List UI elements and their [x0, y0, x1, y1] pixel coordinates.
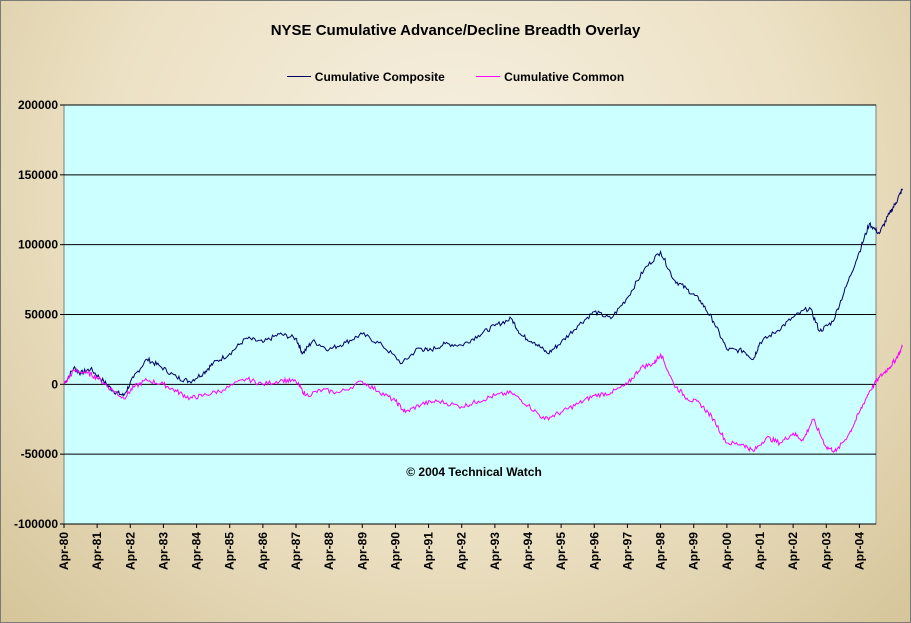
x-tick-label: Apr-01: [753, 532, 767, 570]
x-tick-label: Apr-80: [57, 532, 71, 570]
x-tick-label: Apr-81: [90, 532, 104, 570]
x-tick-label: Apr-86: [256, 532, 270, 570]
copyright-annotation: © 2004 Technical Watch: [406, 465, 542, 479]
x-tick-label: Apr-85: [223, 532, 237, 570]
x-tick-label: Apr-83: [156, 532, 170, 570]
x-tick-label: Apr-90: [388, 532, 402, 570]
x-tick-label: Apr-93: [488, 532, 502, 570]
x-tick-label: Apr-89: [355, 532, 369, 570]
series-group: [63, 188, 903, 453]
x-tick-label: Apr-99: [687, 532, 701, 570]
x-tick-label: Apr-04: [852, 532, 866, 570]
legend-swatch-composite: [286, 76, 311, 77]
y-tick-label: 0: [51, 377, 58, 391]
series-line-composite: [63, 188, 903, 397]
x-tick-label: Apr-92: [455, 532, 469, 570]
y-axis: 200000 150000 100000 50000 0 -50000 -100000: [14, 98, 64, 531]
x-tick-label: Apr-91: [422, 532, 436, 570]
y-tick-label: 100000: [18, 238, 58, 252]
x-tick-label: Apr-95: [554, 532, 568, 570]
x-tick-label: Apr-82: [123, 532, 137, 570]
legend-label-common: Cumulative Common: [504, 69, 625, 84]
x-tick-label: Apr-98: [654, 532, 668, 570]
y-tick-label: 150000: [18, 168, 58, 182]
x-tick-label: Apr-88: [322, 532, 336, 570]
chart-title: NYSE Cumulative Advance/Decline Breadth …: [270, 22, 641, 39]
y-tick-label: -100000: [14, 517, 58, 531]
x-tick-label: Apr-00: [720, 532, 734, 570]
legend-swatch-common: [476, 76, 501, 77]
x-tick-label: Apr-03: [819, 532, 833, 570]
y-tick-label: 50000: [25, 308, 59, 322]
legend-item-common: Cumulative Common: [476, 70, 624, 84]
series-line-common: [63, 344, 903, 453]
x-axis: Apr-80 Apr-81 Apr-82 Apr-83 Apr-84 Apr-85 Apr-…: [57, 524, 866, 570]
grid-lines: [64, 104, 876, 525]
x-tick-label: Apr-97: [620, 532, 634, 570]
y-tick-label: -50000: [21, 447, 59, 461]
y-tick-label: 200000: [18, 98, 58, 112]
x-tick-label: Apr-87: [289, 532, 303, 570]
chart-legend: Cumulative Composite Cumulative Common: [0, 66, 911, 84]
x-tick-label: Apr-94: [521, 532, 535, 570]
legend-label-composite: Cumulative Composite: [314, 69, 445, 84]
x-tick-label: Apr-96: [587, 532, 601, 570]
legend-item-composite: Cumulative Composite: [286, 69, 445, 84]
x-tick-label: Apr-84: [190, 532, 204, 570]
x-tick-label: Apr-02: [786, 532, 800, 570]
